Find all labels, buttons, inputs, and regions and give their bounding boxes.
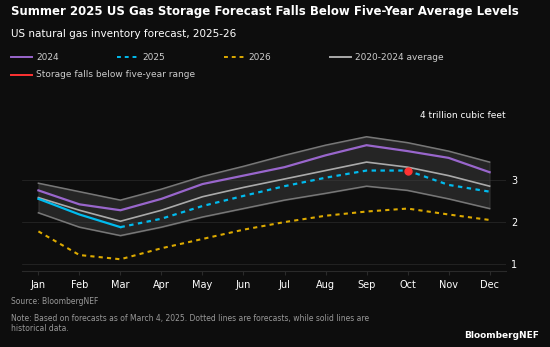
Text: Storage falls below five-year range: Storage falls below five-year range [36,70,195,79]
Text: Summer 2025 US Gas Storage Forecast Falls Below Five-Year Average Levels: Summer 2025 US Gas Storage Forecast Fall… [11,5,519,18]
Text: 2026: 2026 [249,53,272,62]
Text: BloombergNEF: BloombergNEF [464,331,539,340]
Text: Note: Based on forecasts as of March 4, 2025. Dotted lines are forecasts, while : Note: Based on forecasts as of March 4, … [11,314,369,333]
Text: 2025: 2025 [142,53,166,62]
Text: 4 trillion cubic feet: 4 trillion cubic feet [420,111,506,120]
Text: 2020-2024 average: 2020-2024 average [355,53,444,62]
Text: US natural gas inventory forecast, 2025-26: US natural gas inventory forecast, 2025-… [11,29,236,40]
Text: 2024: 2024 [36,53,59,62]
Text: Source: BloombergNEF: Source: BloombergNEF [11,297,98,306]
